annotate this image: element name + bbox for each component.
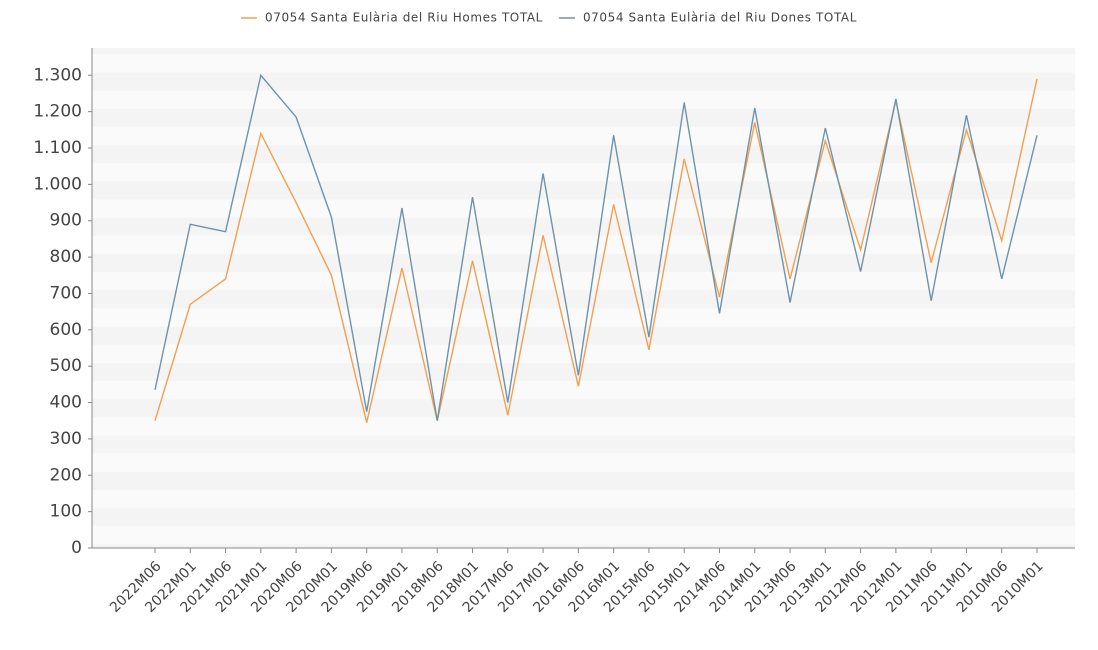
y-tick-label: 500 [50,356,82,376]
y-tick-label: 400 [50,393,82,413]
y-tick-label: 1.200 [33,102,82,122]
y-tick-label: 300 [50,429,82,449]
series-line [154,73,1038,421]
y-tick-label: 700 [50,283,82,303]
y-tick-label: 200 [50,465,82,485]
y-tick-label: 100 [50,502,82,522]
y-tick-label: 1.100 [33,138,82,158]
plot-background [92,48,1075,548]
legend-label: 07054 Santa Eulària del Riu Dones TOTAL [583,11,857,25]
y-tick-label: 900 [50,211,82,231]
y-tick-label: 1.000 [33,174,82,194]
y-tick-label: 1.300 [33,65,82,85]
y-tick-label: 600 [50,320,82,340]
y-tick-label: 800 [50,247,82,267]
legend-label: 07054 Santa Eulària del Riu Homes TOTAL [265,11,543,25]
y-tick-label: 0 [71,538,82,558]
legend: 07054 Santa Eulària del Riu Homes TOTAL 0… [240,11,857,25]
